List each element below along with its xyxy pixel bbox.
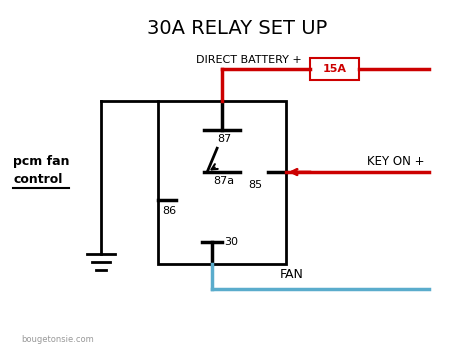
Text: FAN: FAN [280, 268, 304, 281]
Bar [158, 101, 286, 264]
Text: 87: 87 [217, 134, 231, 144]
Text: KEY ON +: KEY ON + [367, 155, 425, 168]
Text: 15A: 15A [322, 64, 346, 74]
Text: 87a: 87a [213, 176, 235, 186]
Bar [310, 58, 359, 80]
Text: 30: 30 [224, 237, 238, 246]
Text: pcm fan: pcm fan [13, 155, 70, 168]
Text: 85: 85 [248, 180, 262, 190]
Text: DIRECT BATTERY +: DIRECT BATTERY + [196, 55, 301, 65]
Text: control: control [13, 173, 63, 186]
Text: 86: 86 [163, 206, 176, 216]
Text: 30A RELAY SET UP: 30A RELAY SET UP [147, 19, 327, 38]
Text: bougetonsie.com: bougetonsie.com [21, 335, 94, 344]
